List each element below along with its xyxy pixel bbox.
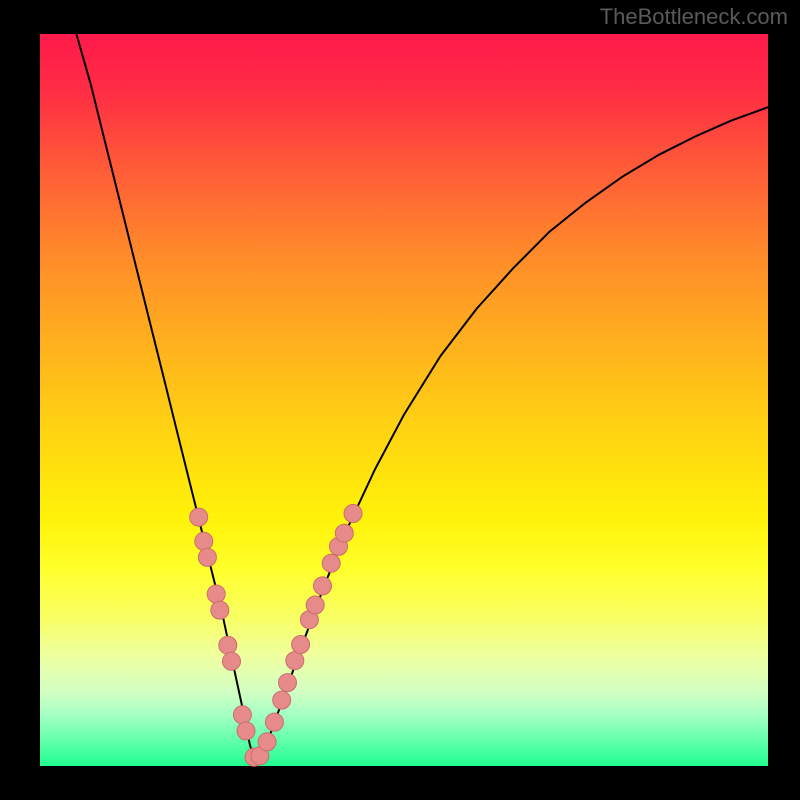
marker-dot — [211, 601, 229, 619]
marker-dot — [265, 713, 283, 731]
marker-dot — [223, 652, 241, 670]
chart-svg — [0, 0, 800, 800]
marker-dot — [207, 585, 225, 603]
marker-dot — [198, 548, 216, 566]
chart-container: TheBottleneck.com — [0, 0, 800, 800]
marker-dot — [322, 554, 340, 572]
marker-dot — [344, 505, 362, 523]
marker-dot — [258, 733, 276, 751]
marker-dot — [219, 636, 237, 654]
plot-background — [40, 34, 768, 766]
marker-dot — [286, 652, 304, 670]
marker-dot — [237, 722, 255, 740]
marker-dot — [195, 532, 213, 550]
marker-dot — [190, 508, 208, 526]
watermark-text: TheBottleneck.com — [600, 4, 788, 30]
marker-dot — [314, 577, 332, 595]
marker-dot — [279, 674, 297, 692]
marker-dot — [233, 706, 251, 724]
marker-dot — [292, 636, 310, 654]
marker-dot — [335, 524, 353, 542]
marker-dot — [273, 691, 291, 709]
marker-dot — [306, 596, 324, 614]
